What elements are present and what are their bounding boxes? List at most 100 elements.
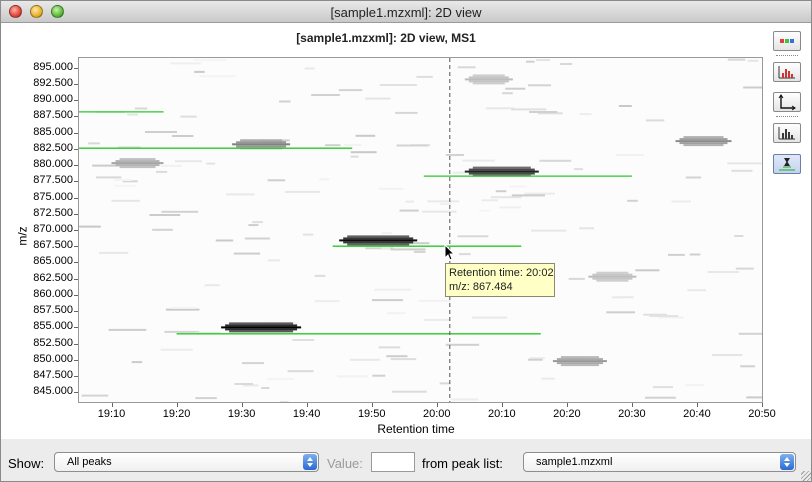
y-tick-label: 847.500 <box>33 369 73 382</box>
x-tick-mark <box>111 403 113 407</box>
intensity-spot <box>560 364 599 367</box>
show-peaks-dropdown-value: All peaks <box>67 456 112 468</box>
y-tick-label: 882.500 <box>33 141 73 154</box>
background-noise <box>539 159 572 162</box>
background-noise <box>160 164 182 167</box>
background-noise <box>304 67 315 70</box>
background-noise <box>689 253 701 256</box>
background-noise <box>267 378 295 380</box>
x-tick-mark <box>762 403 763 407</box>
background-noise <box>215 239 234 242</box>
background-noise <box>164 330 200 333</box>
bar-chart-icon <box>778 127 795 140</box>
x-tick-label: 20:10 <box>488 408 516 420</box>
heatmap-plot-area[interactable] <box>78 57 763 403</box>
y-tick-label: 885.000 <box>33 125 73 138</box>
background-noise <box>649 315 679 317</box>
y-tick-mark <box>74 376 78 378</box>
background-noise <box>355 134 376 137</box>
plot-title: [sample1.mzxml]: 2D view, MS1 <box>296 31 476 45</box>
window-resize-grip[interactable] <box>801 471 811 481</box>
background-noise <box>743 86 762 89</box>
y-tick-mark <box>74 294 78 296</box>
minimize-window-button[interactable] <box>30 5 43 18</box>
peak-list-dropdown[interactable]: sample1.mzxml <box>523 452 796 472</box>
background-noise <box>92 164 119 167</box>
background-noise <box>195 397 217 400</box>
background-noise <box>427 200 460 203</box>
y-tick-label: 845.000 <box>33 385 73 398</box>
close-window-button[interactable] <box>9 5 22 18</box>
intensity-spot <box>472 166 531 169</box>
toolbar-separator <box>776 116 798 117</box>
background-noise <box>396 144 428 147</box>
heatmap-svg[interactable] <box>79 58 762 402</box>
background-noise <box>319 178 330 181</box>
background-noise <box>390 248 426 251</box>
tooltip-retention-time: Retention time: 20:02 <box>449 267 554 279</box>
background-noise <box>568 277 585 280</box>
background-noise <box>560 63 573 65</box>
background-noise <box>114 184 137 187</box>
show-peaks-button[interactable] <box>773 154 801 174</box>
x-tick-label: 19:30 <box>227 408 256 420</box>
background-noise <box>405 200 414 203</box>
show-peaks-icon <box>779 158 795 171</box>
x-tick-label: 19:50 <box>357 408 386 420</box>
background-noise <box>99 251 129 254</box>
background-noise <box>145 131 177 133</box>
toggle-axes-button[interactable] <box>773 92 801 112</box>
y-tick-label: 895.000 <box>33 60 73 73</box>
palette-icon <box>780 39 794 43</box>
intensity-spot <box>343 237 414 240</box>
intensity-spot <box>229 322 294 325</box>
background-noise <box>127 113 138 116</box>
background-noise <box>206 162 216 165</box>
background-noise <box>387 312 406 315</box>
bar-chart-button[interactable] <box>773 123 801 143</box>
title-bar[interactable]: [sample1.mzxml]: 2D view <box>1 1 811 23</box>
y-tick-mark <box>74 246 78 248</box>
background-noise <box>445 154 465 156</box>
y-tick-label: 857.500 <box>33 304 73 317</box>
value-input[interactable] <box>371 452 415 472</box>
intensity-spot <box>232 143 291 146</box>
peak-histogram-button[interactable] <box>773 62 801 82</box>
x-tick-label: 19:20 <box>162 408 191 420</box>
background-noise <box>627 199 638 202</box>
intensity-spot <box>588 275 637 278</box>
y-tick-label: 855.000 <box>33 320 73 333</box>
y-tick-label: 852.500 <box>33 336 73 349</box>
background-noise <box>606 311 635 314</box>
y-tick-mark <box>74 311 78 313</box>
background-noise <box>314 300 340 303</box>
window-title: [sample1.mzxml]: 2D view <box>330 5 482 20</box>
background-noise <box>528 358 543 361</box>
zoom-window-button[interactable] <box>51 5 64 18</box>
intensity-spot <box>115 160 160 163</box>
background-noise <box>414 250 426 253</box>
intensity-spot <box>556 362 603 365</box>
background-noise <box>280 401 289 402</box>
intensity-spot <box>240 139 283 142</box>
intensity-spot <box>679 138 728 141</box>
y-tick-mark <box>74 262 78 264</box>
color-palette-button[interactable] <box>773 31 801 51</box>
background-noise <box>472 316 508 319</box>
show-peaks-dropdown[interactable]: All peaks <box>54 452 319 472</box>
background-noise <box>381 247 391 249</box>
bottom-control-bar: Show: All peaks Value: from peak list: s… <box>1 445 811 481</box>
background-noise <box>611 296 626 299</box>
background-noise <box>379 187 404 190</box>
background-noise <box>390 358 417 361</box>
background-noise <box>622 296 634 299</box>
background-noise <box>499 206 521 209</box>
y-tick-label: 870.000 <box>33 223 73 235</box>
y-tick-label: 850.000 <box>33 352 73 365</box>
background-noise <box>248 224 259 227</box>
background-noise <box>117 146 141 149</box>
background-noise <box>615 154 644 156</box>
y-tick-label: 867.500 <box>33 239 73 252</box>
background-noise <box>712 354 743 356</box>
background-noise <box>541 377 555 380</box>
